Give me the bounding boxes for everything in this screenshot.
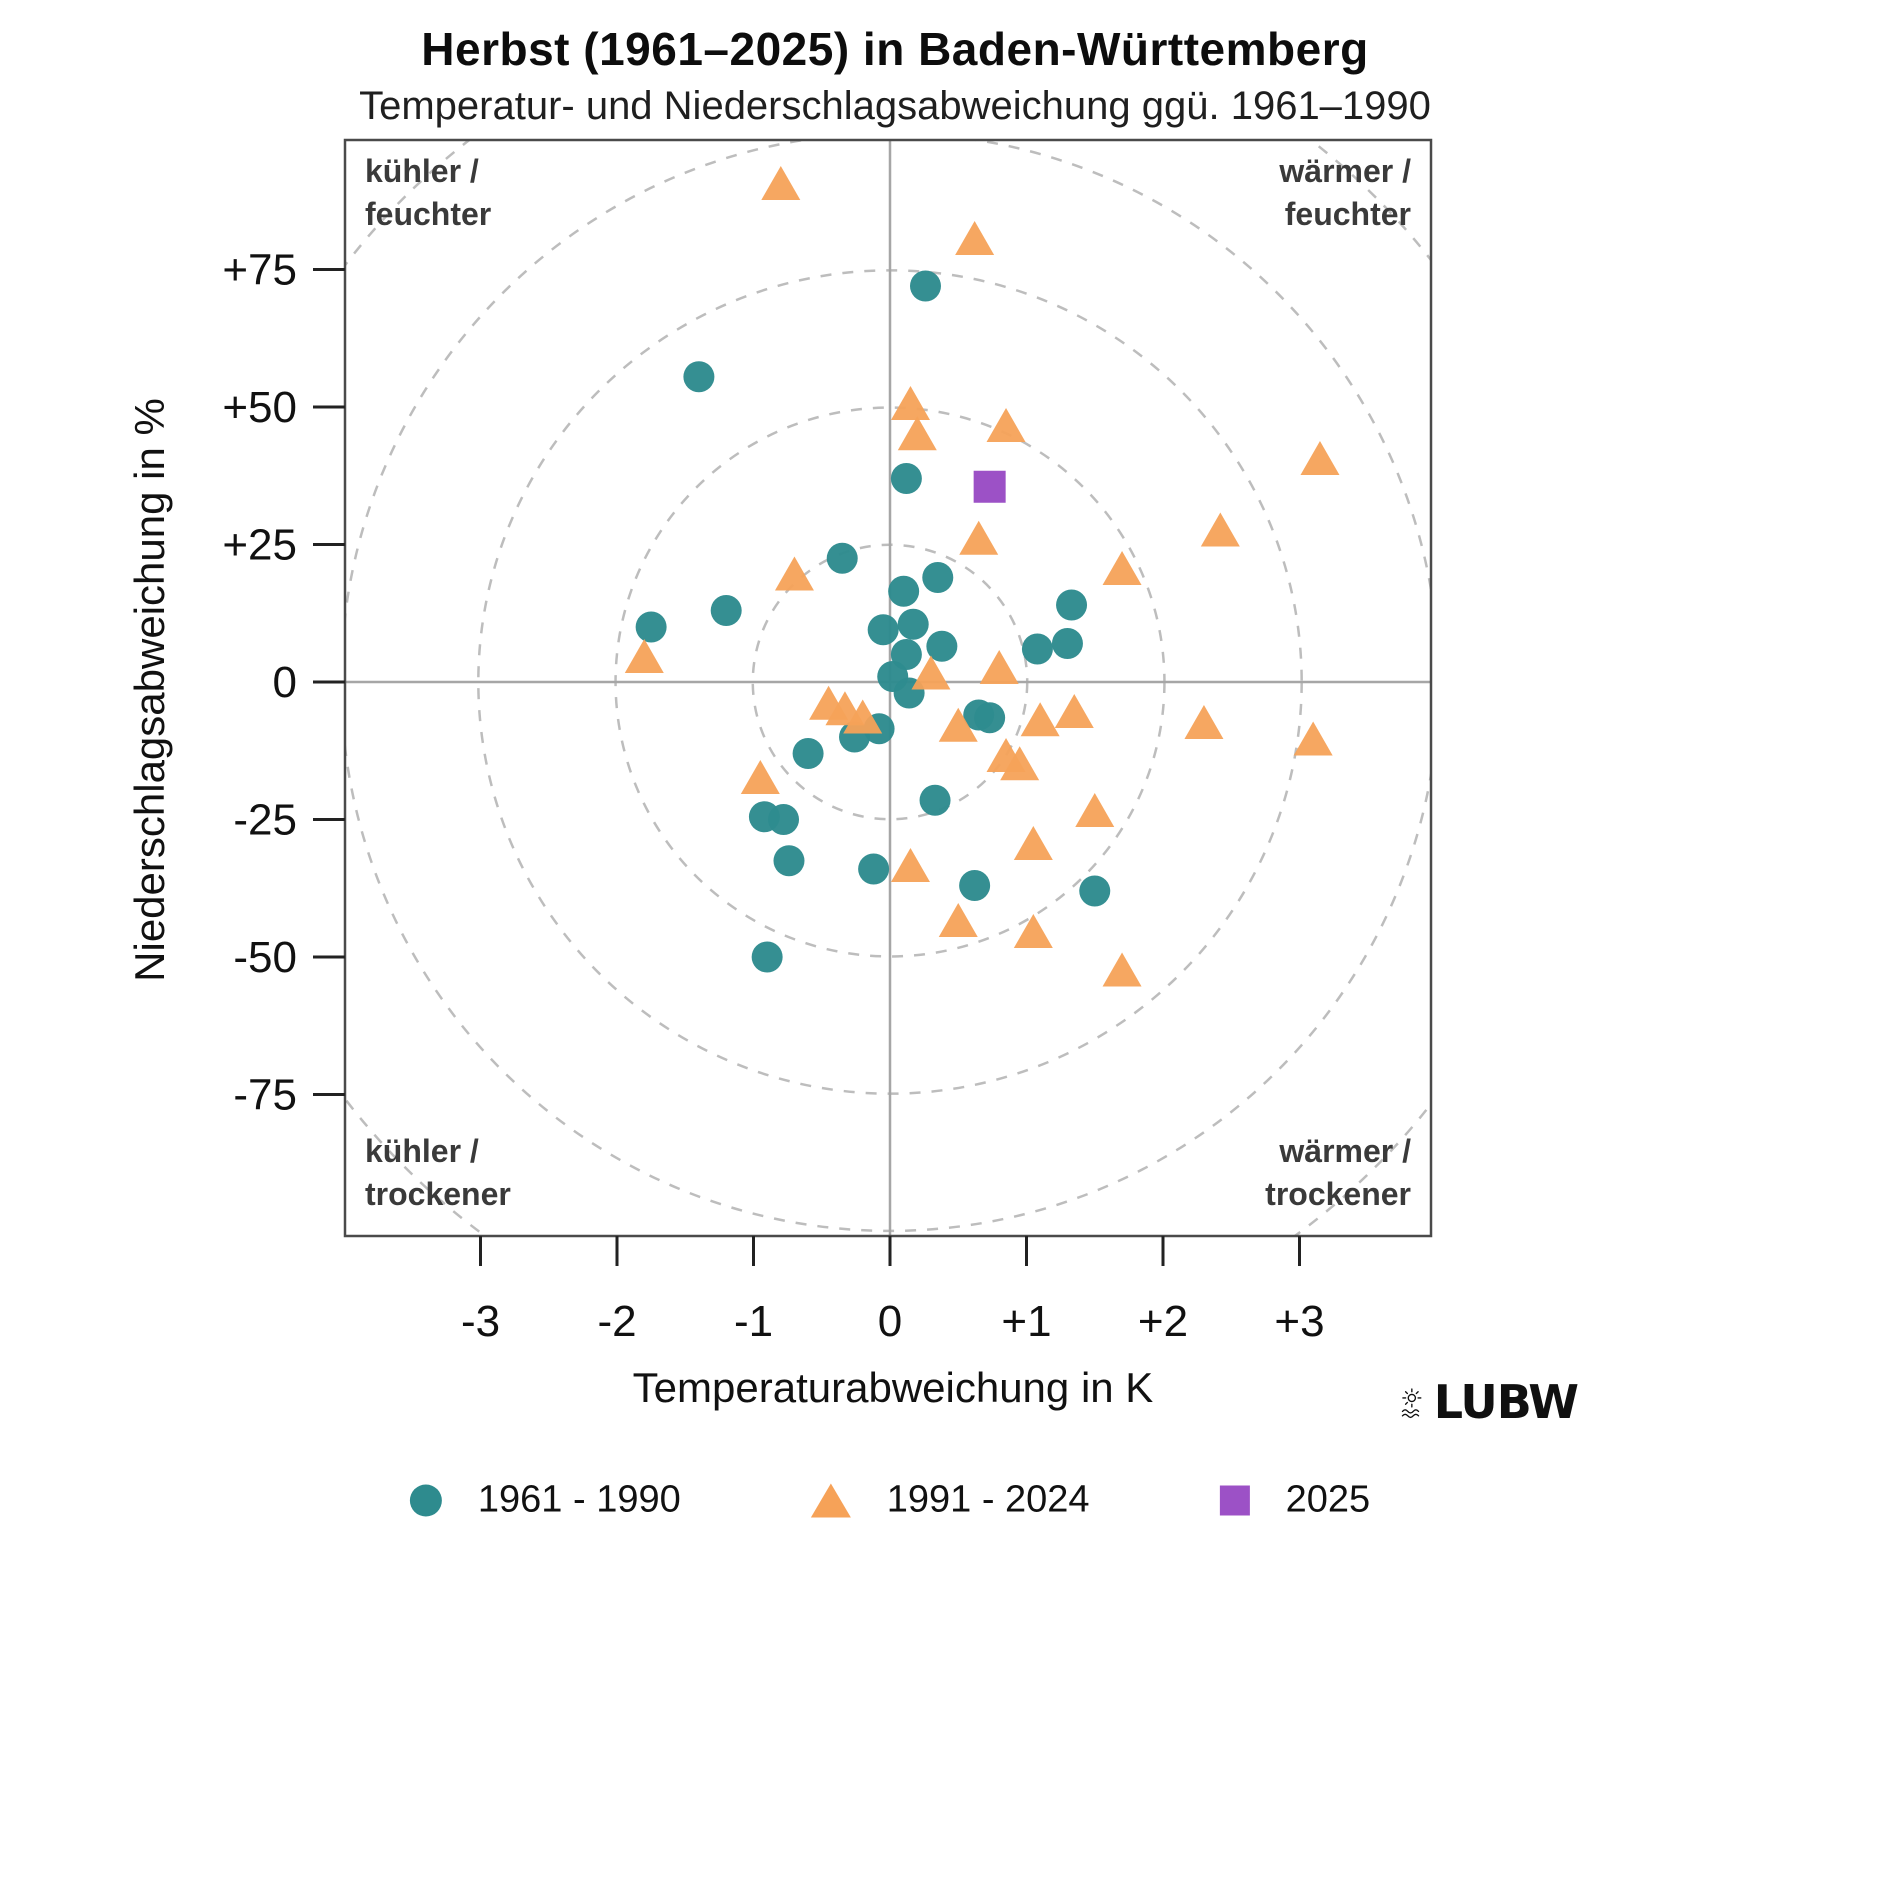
- data-point-circle: [974, 702, 1006, 734]
- x-axis-title: Temperaturabweichung in K: [632, 1364, 1154, 1411]
- data-point-triangle: [1102, 551, 1142, 585]
- data-point-circle: [1021, 633, 1053, 665]
- page-title: Herbst (1961–2025) in Baden-Württemberg: [421, 23, 1369, 75]
- data-point-circle: [773, 845, 805, 877]
- data-point-triangle: [774, 556, 814, 591]
- data-point-triangle: [1000, 746, 1040, 781]
- x-tick-label: -2: [597, 1297, 636, 1346]
- data-point-triangle: [740, 760, 780, 794]
- legend: 1961 - 1990 1991 - 2024 2025: [409, 1478, 1371, 1522]
- data-point-circle: [635, 611, 667, 643]
- quadrant-label-bottom-right: wärmer / trockener: [1265, 1133, 1411, 1213]
- data-point-triangle: [979, 650, 1019, 684]
- data-point-triangle: [938, 903, 978, 937]
- data-point-triangle: [1200, 512, 1240, 547]
- data-point-triangle: [986, 408, 1026, 442]
- data-point-triangle: [890, 386, 930, 420]
- data-point-circle: [768, 804, 800, 835]
- data-point-triangle: [1300, 441, 1340, 475]
- data-point-triangle: [1054, 694, 1094, 728]
- data-point-circle: [751, 941, 783, 973]
- data-point-triangle: [761, 166, 801, 200]
- data-point-triangle: [938, 707, 978, 742]
- data-point-triangle: [1075, 793, 1115, 827]
- legend-label: 1991 - 2024: [886, 1478, 1090, 1521]
- orange-triangle-marker-icon: [810, 1483, 851, 1517]
- data-point-triangle: [624, 639, 664, 673]
- quadrant-label-top-left: kühler / feuchter: [365, 153, 492, 233]
- quadrant-label-top-right: wärmer / feuchter: [1279, 153, 1411, 233]
- legend-item-1991-2024: 1991 - 2024: [810, 1478, 1090, 1522]
- data-point-triangle: [959, 520, 999, 555]
- lubw-logo-icon: [1401, 1388, 1422, 1419]
- x-tick-label: +2: [1138, 1297, 1188, 1346]
- x-tick-label: -1: [734, 1297, 773, 1346]
- x-tick-label: +3: [1274, 1297, 1324, 1346]
- page-subtitle: Temperatur- und Niederschlagsabweichung …: [359, 84, 1431, 128]
- legend-label: 1961 - 1990: [477, 1478, 681, 1521]
- data-point-triangle: [1293, 721, 1333, 756]
- data-point-circle: [909, 270, 941, 302]
- y-tick-label: 0: [273, 658, 297, 707]
- legend-label: 2025: [1285, 1478, 1371, 1521]
- data-point-circle: [890, 463, 922, 494]
- data-point-triangle: [911, 655, 951, 690]
- y-tick-label: -50: [233, 933, 297, 982]
- quadrant-label-bottom-left: kühler / trockener: [365, 1133, 511, 1213]
- data-point-circle: [897, 608, 929, 640]
- y-tick-label: +50: [222, 383, 297, 432]
- data-point-circle: [710, 595, 742, 626]
- x-tick-label: -3: [461, 1297, 500, 1346]
- lubw-logo: LUBW: [1398, 1352, 1579, 1452]
- data-point-circle: [922, 562, 954, 593]
- y-axis-title: Niederschlagsabweichung in %: [126, 398, 173, 982]
- data-point-circle: [683, 361, 715, 393]
- plot-border: [343, 138, 1433, 1238]
- data-point-circle: [867, 614, 899, 646]
- data-point-circle: [858, 853, 890, 885]
- data-point-triangle: [843, 699, 883, 734]
- legend-item-2025: 2025: [1219, 1478, 1371, 1522]
- data-point-triangle: [1013, 826, 1053, 860]
- lubw-logo-text: LUBW: [1433, 1375, 1579, 1429]
- data-point-circle: [1079, 875, 1111, 907]
- data-point-triangle: [897, 416, 937, 451]
- data-point-square: [973, 470, 1006, 503]
- data-point-circle: [919, 784, 951, 816]
- data-point-circle: [959, 870, 991, 901]
- data-point-triangle: [955, 221, 995, 255]
- legend-item-1961-1990: 1961 - 1990: [409, 1478, 681, 1522]
- y-tick-label: +75: [222, 246, 297, 295]
- data-point-circle: [1051, 628, 1083, 659]
- data-point-triangle: [1013, 914, 1053, 948]
- data-point-triangle: [1184, 705, 1224, 739]
- purple-square-marker-icon: [1219, 1485, 1250, 1515]
- data-point-triangle: [1020, 702, 1060, 737]
- data-point-circle: [888, 575, 920, 607]
- data-point-triangle: [1102, 952, 1142, 987]
- data-point-triangle: [890, 848, 930, 882]
- y-tick-label: +25: [222, 521, 297, 570]
- data-point-circle: [926, 630, 958, 662]
- data-point-circle: [826, 542, 858, 574]
- data-point-circle: [1056, 589, 1088, 621]
- y-tick-label: -25: [233, 796, 297, 845]
- teal-circle-marker-icon: [409, 1484, 442, 1516]
- x-tick-label: +1: [1001, 1297, 1051, 1346]
- x-tick-label: 0: [878, 1297, 902, 1346]
- data-point-circle: [792, 738, 824, 769]
- y-tick-label: -75: [233, 1071, 297, 1120]
